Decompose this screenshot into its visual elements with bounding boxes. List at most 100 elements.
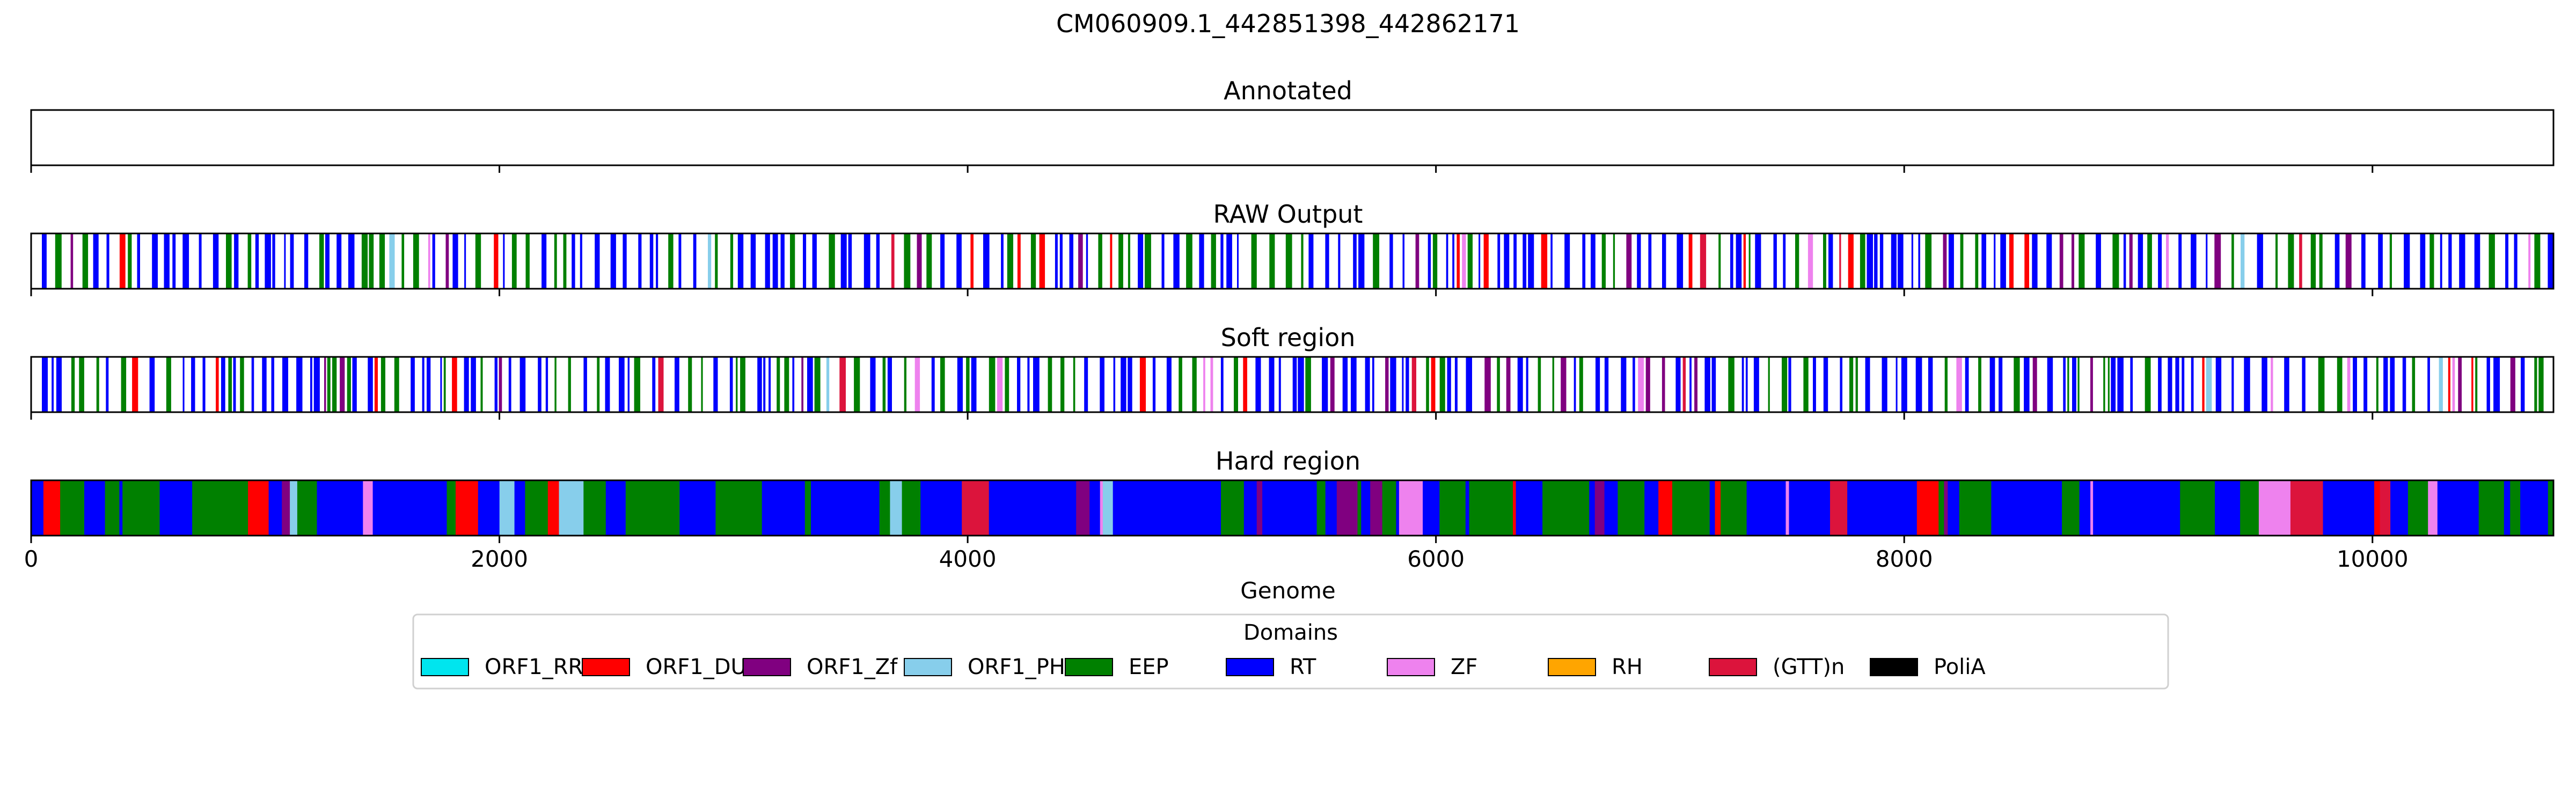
panel-frame-2 (30, 356, 2555, 413)
domain-mark (1830, 480, 1848, 536)
domain-mark (456, 480, 479, 536)
domain-mark (1662, 233, 1666, 289)
domain-mark (978, 480, 990, 536)
domain-mark (2284, 357, 2289, 412)
domain-mark (1542, 480, 1564, 536)
domain-mark (1428, 233, 1431, 289)
domain-mark (1626, 233, 1632, 289)
domain-mark (1293, 480, 1318, 536)
domain-mark (1399, 480, 1423, 536)
domain-mark (340, 357, 345, 412)
legend-swatch (421, 658, 469, 676)
domain-mark (1991, 480, 2006, 536)
domain-mark (887, 357, 892, 412)
domain-mark (580, 233, 582, 289)
domain-mark (989, 357, 996, 412)
domain-mark (297, 480, 314, 536)
domain-mark (1975, 233, 1979, 289)
domain-mark (605, 480, 626, 536)
domain-mark (890, 480, 903, 536)
domain-mark (1925, 233, 1932, 289)
domain-mark (1000, 480, 1020, 536)
domain-mark (554, 233, 557, 289)
domain-mark (368, 357, 373, 412)
domain-mark (347, 357, 351, 412)
x-tick-label: 10000 (2337, 546, 2409, 572)
legend-swatch (582, 658, 630, 676)
domain-mark (2130, 357, 2133, 412)
domain-mark (447, 480, 456, 536)
domain-mark (2059, 233, 2063, 289)
domain-mark (2318, 357, 2325, 412)
domain-mark (931, 357, 935, 412)
domain-mark (1887, 480, 1909, 536)
domain-mark (737, 233, 744, 289)
domain-mark (401, 233, 405, 289)
domain-mark (433, 480, 448, 536)
domain-mark (2510, 480, 2521, 536)
domain-mark (1411, 357, 1416, 412)
legend-swatch (1065, 658, 1113, 676)
domain-mark (1308, 233, 1314, 289)
domain-mark (2024, 357, 2030, 412)
domain-mark (1069, 233, 1073, 289)
domain-mark (1406, 357, 1409, 412)
domain-mark (1059, 233, 1063, 289)
domain-mark (2274, 480, 2291, 536)
domain-mark (1865, 357, 1870, 412)
domain-mark (1645, 357, 1650, 412)
domain-mark (1256, 480, 1263, 536)
legend-swatch (1226, 658, 1274, 676)
domain-mark (499, 357, 502, 412)
x-tick-label: 6000 (1407, 546, 1465, 572)
domain-mark (2129, 233, 2133, 289)
domain-mark (1621, 357, 1627, 412)
domain-mark (2103, 357, 2105, 412)
domain-mark (427, 357, 431, 412)
domain-mark (1234, 357, 1238, 412)
domain-mark (1292, 357, 1297, 412)
domain-mark (595, 233, 600, 289)
domain-mark (1479, 233, 1481, 289)
domain-mark (1878, 480, 1888, 536)
domain-mark (2215, 357, 2222, 412)
panel-title-2: Soft region (1221, 323, 1356, 352)
domain-mark (93, 233, 99, 289)
domain-mark (837, 480, 862, 536)
domain-mark (2147, 233, 2152, 289)
domain-mark (1807, 233, 1813, 289)
domain-mark (970, 233, 974, 289)
legend-swatch (904, 658, 952, 676)
domain-mark (327, 357, 331, 412)
domain-mark (1192, 357, 1197, 412)
domain-mark (1523, 233, 1527, 289)
domain-mark (1484, 357, 1491, 412)
domain-mark (1467, 233, 1473, 289)
domain-mark (989, 480, 1000, 536)
domain-mark (2168, 480, 2180, 536)
domain-mark (317, 480, 340, 536)
domain-mark (634, 357, 640, 412)
domain-mark (422, 357, 425, 412)
domain-mark (1086, 233, 1088, 289)
domain-mark (2489, 233, 2495, 289)
domain-mark (2390, 357, 2395, 412)
domain-mark (2112, 233, 2119, 289)
domain-mark (238, 480, 248, 536)
domain-mark (1055, 233, 1058, 289)
x-tick-label: 0 (24, 546, 39, 572)
domain-mark (282, 357, 288, 412)
domain-mark (2047, 357, 2053, 412)
domain-mark (848, 233, 852, 289)
domain-mark (790, 233, 795, 289)
domain-mark (1783, 233, 1786, 289)
domain-mark (452, 233, 458, 289)
domain-mark (962, 480, 979, 536)
domain-mark (2471, 357, 2473, 412)
domain-mark (1637, 233, 1641, 289)
domain-mark (1948, 480, 1960, 536)
legend-label: EEP (1129, 655, 1169, 679)
domain-mark (1426, 357, 1429, 412)
domain-mark (1711, 357, 1716, 412)
domain-mark (769, 357, 771, 412)
